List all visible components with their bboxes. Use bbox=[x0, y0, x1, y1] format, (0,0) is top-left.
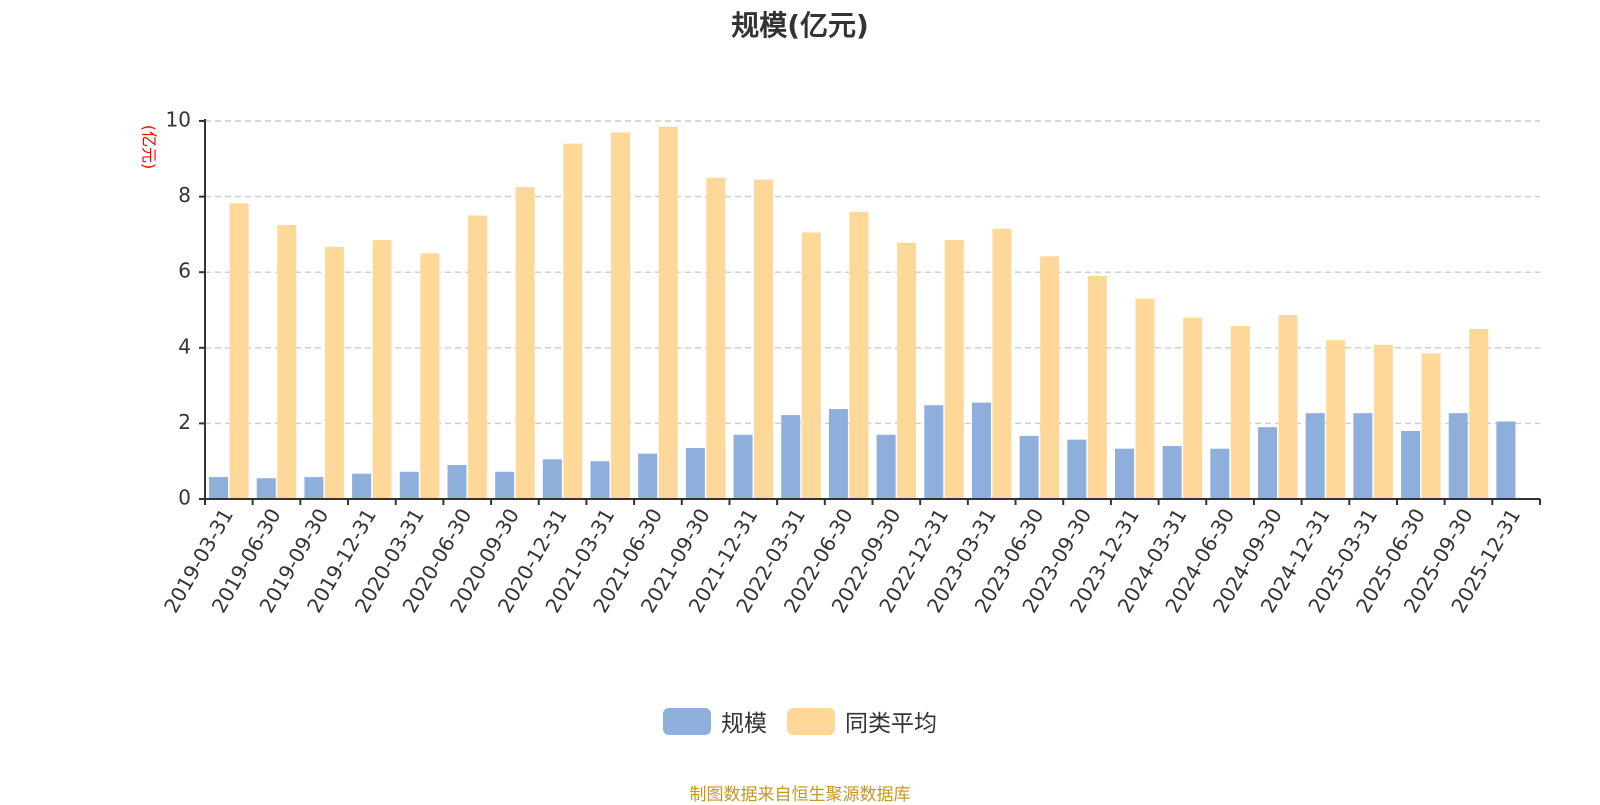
y-tick-label: 4 bbox=[178, 334, 191, 358]
bar-chart: (亿元) 02468102019-03-312019-06-302019-09-… bbox=[140, 108, 1541, 617]
bar-peer-average-2025-06-30[interactable] bbox=[1421, 353, 1441, 499]
legend-item-scale[interactable]: 规模 bbox=[663, 704, 767, 738]
bar-scale-2020-09-30[interactable] bbox=[495, 471, 515, 499]
y-tick-label: 10 bbox=[166, 108, 191, 132]
bar-peer-average-2024-06-30[interactable] bbox=[1230, 325, 1250, 499]
bar-scale-2024-06-30[interactable] bbox=[1210, 448, 1230, 499]
bar-peer-average-2023-09-30[interactable] bbox=[1087, 275, 1107, 499]
y-tick-label: 0 bbox=[178, 486, 191, 510]
source-note: 制图数据来自恒生聚源数据库 bbox=[689, 785, 911, 805]
bar-scale-2024-09-30[interactable] bbox=[1258, 427, 1278, 499]
bar-scale-2022-12-31[interactable] bbox=[924, 405, 944, 499]
bar-peer-average-2021-09-30[interactable] bbox=[706, 177, 726, 499]
bar-scale-2021-06-30[interactable] bbox=[638, 453, 658, 499]
bar-peer-average-2024-09-30[interactable] bbox=[1278, 314, 1298, 499]
bar-scale-2022-03-31[interactable] bbox=[781, 415, 801, 499]
bar-peer-average-2021-12-31[interactable] bbox=[754, 179, 774, 499]
legend: 规模 同类平均 bbox=[0, 704, 1600, 738]
bar-peer-average-2024-12-31[interactable] bbox=[1326, 340, 1346, 499]
bar-peer-average-2020-12-31[interactable] bbox=[563, 143, 583, 499]
bar-scale-2019-06-30[interactable] bbox=[256, 478, 276, 499]
bar-peer-average-2019-12-31[interactable] bbox=[372, 240, 392, 499]
bar-scale-2023-12-31[interactable] bbox=[1114, 448, 1134, 499]
bar-scale-2022-09-30[interactable] bbox=[876, 434, 896, 499]
bar-scale-2023-03-31[interactable] bbox=[971, 402, 991, 499]
y-tick-label: 6 bbox=[178, 259, 191, 283]
bar-scale-2021-12-31[interactable] bbox=[733, 434, 753, 499]
bar-peer-average-2025-09-30[interactable] bbox=[1469, 328, 1489, 499]
y-axis-label: (亿元) bbox=[140, 125, 159, 170]
bar-peer-average-2024-03-31[interactable] bbox=[1183, 317, 1203, 499]
bar-peer-average-2022-03-31[interactable] bbox=[801, 232, 821, 499]
bar-scale-2021-09-30[interactable] bbox=[685, 447, 705, 499]
bar-scale-2019-09-30[interactable] bbox=[304, 477, 324, 499]
bar-scale-2020-06-30[interactable] bbox=[447, 464, 467, 499]
bar-scale-2024-12-31[interactable] bbox=[1305, 413, 1325, 499]
legend-label-scale: 规模 bbox=[721, 711, 767, 737]
bar-peer-average-2023-03-31[interactable] bbox=[992, 228, 1012, 500]
bar-peer-average-2022-12-31[interactable] bbox=[944, 240, 964, 499]
bars bbox=[209, 126, 1516, 500]
bar-scale-2024-03-31[interactable] bbox=[1162, 446, 1182, 499]
bar-scale-2025-06-30[interactable] bbox=[1401, 430, 1421, 499]
bar-scale-2022-06-30[interactable] bbox=[828, 409, 848, 499]
y-tick-label: 2 bbox=[178, 410, 191, 434]
bar-scale-2020-12-31[interactable] bbox=[542, 459, 562, 499]
y-tick-label: 8 bbox=[178, 183, 191, 207]
legend-swatch-scale bbox=[663, 707, 711, 735]
bar-peer-average-2019-09-30[interactable] bbox=[324, 246, 344, 499]
bar-peer-average-2021-06-30[interactable] bbox=[658, 126, 678, 500]
bar-peer-average-2019-06-30[interactable] bbox=[277, 224, 297, 499]
bar-peer-average-2020-09-30[interactable] bbox=[515, 187, 535, 499]
bar-peer-average-2023-06-30[interactable] bbox=[1040, 256, 1060, 499]
bar-scale-2023-09-30[interactable] bbox=[1067, 439, 1087, 499]
bar-peer-average-2020-03-31[interactable] bbox=[420, 253, 440, 499]
bar-scale-2025-12-31[interactable] bbox=[1496, 421, 1516, 499]
bar-peer-average-2021-03-31[interactable] bbox=[611, 132, 631, 499]
legend-item-peer-average[interactable]: 同类平均 bbox=[787, 704, 937, 738]
bar-peer-average-2019-03-31[interactable] bbox=[229, 203, 249, 500]
legend-swatch-peer-average bbox=[787, 707, 835, 735]
bar-scale-2025-09-30[interactable] bbox=[1448, 413, 1468, 499]
chart-title: 规模(亿元) bbox=[731, 9, 869, 42]
bar-scale-2019-03-31[interactable] bbox=[209, 477, 229, 499]
bar-peer-average-2022-09-30[interactable] bbox=[897, 242, 917, 499]
bar-scale-2020-03-31[interactable] bbox=[399, 471, 419, 499]
bar-scale-2019-12-31[interactable] bbox=[352, 473, 372, 499]
bar-peer-average-2023-12-31[interactable] bbox=[1135, 298, 1155, 499]
bar-peer-average-2025-03-31[interactable] bbox=[1373, 344, 1393, 499]
bar-scale-2025-03-31[interactable] bbox=[1353, 413, 1373, 499]
legend-label-peer-average: 同类平均 bbox=[845, 711, 937, 737]
bar-peer-average-2022-06-30[interactable] bbox=[849, 211, 869, 499]
bar-scale-2021-03-31[interactable] bbox=[590, 461, 610, 499]
bar-peer-average-2020-06-30[interactable] bbox=[467, 215, 487, 500]
bar-scale-2023-06-30[interactable] bbox=[1019, 435, 1039, 499]
